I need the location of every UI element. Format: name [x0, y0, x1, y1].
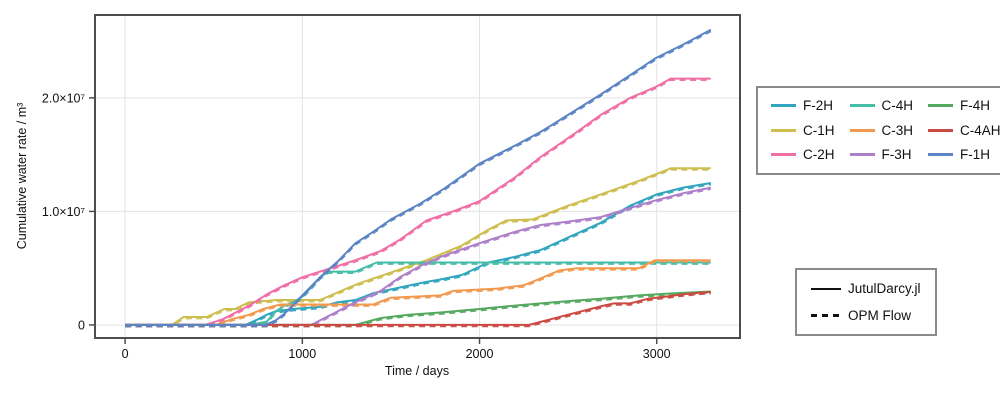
legend-item-f-4h: F-4H: [928, 99, 1000, 113]
x-tick-label-1000: 1000: [288, 347, 316, 361]
series-line-f-3h-opmflow: [125, 188, 711, 328]
legend-label-f-4h: F-4H: [960, 98, 991, 113]
dashed-line-swatch: [811, 314, 841, 317]
y-axis-label: Cumulative water rate / m³: [15, 102, 29, 250]
well-series-legend: F-2H C-4H F-4H C-1H C-3H C-4AH C-2H F-3H F-1H: [756, 86, 1000, 175]
y-tick-label-10: 1.0×10⁷: [42, 205, 86, 219]
y-tick-label-20: 2.0×10⁷: [42, 91, 86, 105]
legend-label-c-4ah: C-4AH: [960, 122, 1000, 138]
legend-label-f-2h: F-2H: [803, 98, 833, 113]
legend-item-c-1h: C-1H: [771, 122, 835, 138]
series-line-c-4h-jutuldarcy: [125, 261, 711, 326]
legend-item-c-4ah: C-4AH: [928, 122, 1000, 138]
legend-item-f-1h: F-1H: [928, 148, 1000, 162]
x-axis-label: Time / days: [384, 364, 450, 378]
series-line-c-2h-jutuldarcy: [125, 77, 711, 326]
series-line-c-2h-opmflow: [125, 78, 711, 328]
solid-line-swatch: [811, 287, 841, 290]
legend-label-c-1h: C-1H: [803, 122, 835, 138]
series-lines: [125, 28, 712, 328]
legend-item-c-3h: C-3H: [849, 122, 914, 138]
legend-item-c-2h: C-2H: [771, 148, 835, 162]
series-line-c-3h-opmflow: [125, 260, 711, 328]
series-line-c-3h-jutuldarcy: [125, 259, 711, 326]
axis-ticks: 0 1000 2000 3000 0 1.0×10⁷ 2.0×10⁷: [42, 91, 671, 361]
x-tick-label-0: 0: [122, 347, 129, 361]
x-tick-label-2000: 2000: [466, 347, 494, 361]
x-tick-label-3000: 3000: [643, 347, 671, 361]
legend-swatch-f-3h: [849, 153, 875, 157]
legend-label-f-3h: F-3H: [881, 147, 912, 162]
series-line-f-3h-jutuldarcy: [125, 186, 711, 326]
legend-swatch-c-1h: [771, 128, 796, 132]
series-line-f-4h-jutuldarcy: [125, 290, 711, 326]
y-tick-label-0: 0: [78, 318, 85, 332]
legend-swatch-c-2h: [771, 153, 796, 157]
legend-swatch-c-3h: [849, 128, 875, 132]
series-line-c-4ah-opmflow: [125, 292, 711, 328]
series-line-f-1h-opmflow: [125, 30, 712, 328]
plot-frame: [94, 14, 741, 339]
legend-swatch-c-4h: [849, 104, 875, 108]
legend-label-f-1h: F-1H: [960, 147, 991, 162]
legend-item-opm-flow: OPM Flow: [811, 307, 921, 323]
legend-label-jutuldarcy-jl: JutulDarcy.jl: [848, 281, 921, 296]
legend-swatch-f-1h: [928, 153, 954, 157]
series-line-c-4ah-jutuldarcy: [125, 291, 711, 326]
legend-item-f-3h: F-3H: [849, 147, 914, 162]
gridlines: [95, 15, 740, 338]
series-line-f-2h-jutuldarcy: [125, 182, 711, 326]
legend-label-c-4h: C-4H: [881, 98, 914, 113]
solver-legend: JutulDarcy.jl OPM Flow: [795, 268, 937, 336]
legend-label-c-3h: C-3H: [881, 122, 914, 138]
legend-swatch-c-4ah: [928, 128, 954, 132]
series-line-c-1h-opmflow: [125, 168, 711, 328]
legend-item-jutuldarcy-jl: JutulDarcy.jl: [811, 282, 921, 296]
legend-item-c-4h: C-4H: [849, 98, 914, 113]
legend-label-c-2h: C-2H: [803, 147, 835, 162]
legend-swatch-f-2h: [771, 104, 796, 108]
series-line-f-1h-jutuldarcy: [125, 28, 712, 326]
series-line-c-1h-jutuldarcy: [125, 167, 711, 326]
legend-label-opm-flow: OPM Flow: [848, 307, 912, 323]
series-line-c-4h-opmflow: [125, 262, 711, 328]
series-line-f-4h-opmflow: [125, 291, 711, 328]
legend-swatch-f-4h: [928, 104, 954, 108]
legend-item-f-2h: F-2H: [771, 99, 835, 113]
